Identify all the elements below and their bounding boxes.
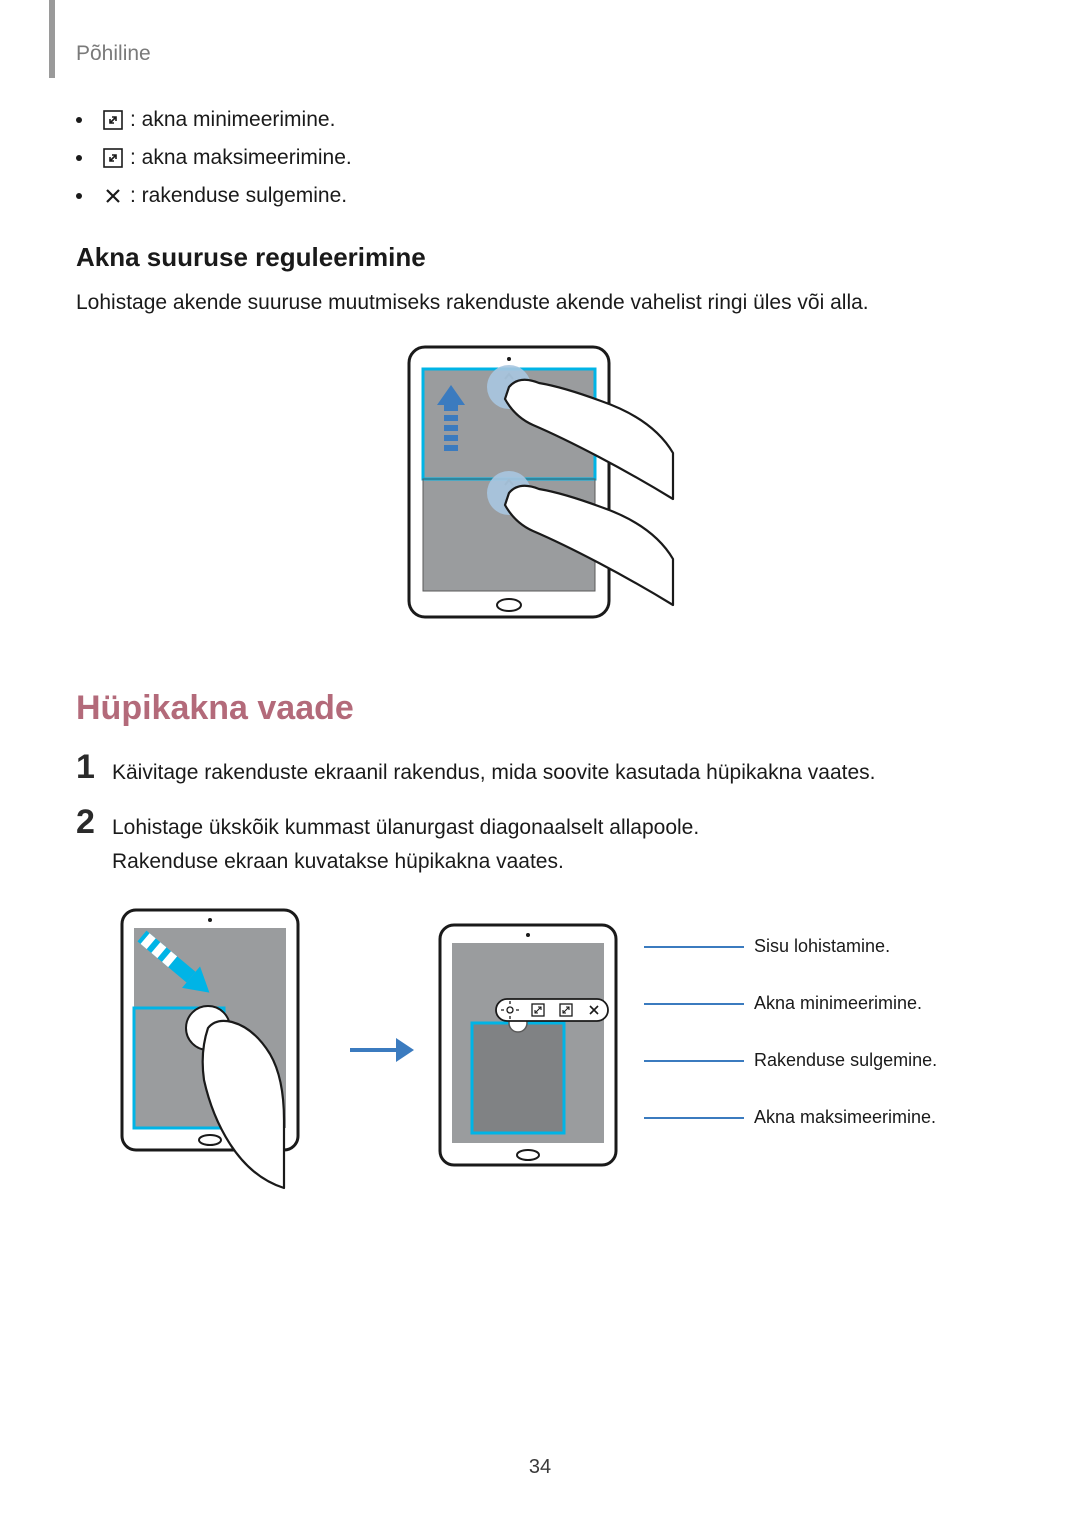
leader-line <box>644 1051 754 1071</box>
callout-maximize: Akna maksimeerimine. <box>644 1107 937 1128</box>
callout-group: Sisu lohistamine. Akna minimeerimine. Ra… <box>644 936 937 1164</box>
step-text: Käivitage rakenduste ekraanil rakendus, … <box>112 756 1006 790</box>
bullet-maximize: : akna maksimeerimine. <box>76 146 1006 170</box>
callout-label: Akna maksimeerimine. <box>754 1107 936 1128</box>
page-number: 34 <box>0 1456 1080 1479</box>
callout-label: Sisu lohistamine. <box>754 936 890 957</box>
close-icon <box>102 185 124 207</box>
chapter-title: Põhiline <box>76 42 151 66</box>
section-popup-title: Hüpikakna vaade <box>76 689 1006 728</box>
figure-resize <box>76 339 1006 639</box>
bullet-text: : akna minimeerimine. <box>130 108 335 132</box>
transition-arrow-icon <box>346 1030 416 1070</box>
callout-close: Rakenduse sulgemine. <box>644 1050 937 1071</box>
bullet-close: : rakenduse sulgemine. <box>76 184 1006 208</box>
step-text: Lohistage ükskõik kummast ülanurgast dia… <box>112 811 1006 878</box>
subheading-resize: Akna suuruse reguleerimine <box>76 242 1006 273</box>
leader-line <box>644 1108 754 1128</box>
leader-line <box>644 937 754 957</box>
tablet-drag-corner-illustration <box>112 900 332 1200</box>
maximize-icon <box>102 147 124 169</box>
bullet-dot <box>76 155 82 161</box>
icon-bullet-list: : akna minimeerimine. : akna maksimeerim… <box>76 108 1006 208</box>
numbered-steps: 1 Käivitage rakenduste ekraanil rakendus… <box>76 756 1006 879</box>
subheading-body: Lohistage akende suuruse muutmiseks rake… <box>76 287 1006 319</box>
step-number: 2 <box>76 805 112 839</box>
leader-line <box>644 994 754 1014</box>
callout-drag: Sisu lohistamine. <box>644 936 937 957</box>
callout-minimize: Akna minimeerimine. <box>644 993 937 1014</box>
step-1: 1 Käivitage rakenduste ekraanil rakendus… <box>76 756 1006 790</box>
step-2-line1: Lohistage ükskõik kummast ülanurgast dia… <box>112 816 699 839</box>
minimize-icon <box>102 109 124 131</box>
header-divider <box>49 0 55 78</box>
figure-popup-row: Sisu lohistamine. Akna minimeerimine. Ra… <box>112 900 1006 1200</box>
bullet-text: : akna maksimeerimine. <box>130 146 352 170</box>
callout-label: Rakenduse sulgemine. <box>754 1050 937 1071</box>
bullet-minimize: : akna minimeerimine. <box>76 108 1006 132</box>
step-2: 2 Lohistage ükskõik kummast ülanurgast d… <box>76 811 1006 878</box>
page-content: : akna minimeerimine. : akna maksimeerim… <box>76 108 1006 1200</box>
bullet-dot <box>76 117 82 123</box>
tablet-resize-illustration <box>401 339 681 639</box>
bullet-text: : rakenduse sulgemine. <box>130 184 347 208</box>
bullet-dot <box>76 193 82 199</box>
callout-label: Akna minimeerimine. <box>754 993 922 1014</box>
tablet-popup-illustration <box>430 915 630 1185</box>
step-number: 1 <box>76 750 112 784</box>
step-2-line2: Rakenduse ekraan kuvatakse hüpikakna vaa… <box>112 850 564 873</box>
